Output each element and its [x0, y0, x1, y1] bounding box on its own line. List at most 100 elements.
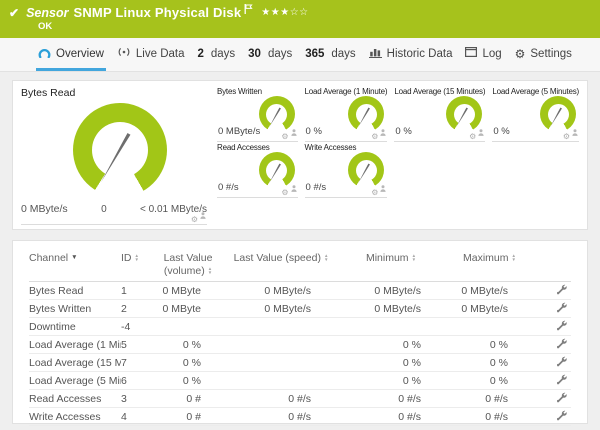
- col-header-minimum[interactable]: Minimum ▲ ▼: [365, 252, 417, 264]
- gauge-value: 0 %: [395, 126, 412, 137]
- channel-settings-wrench-icon[interactable]: [540, 338, 571, 352]
- read-accesses-gauge: [258, 152, 295, 188]
- table-header-row: Channel ▼ ID ▲ ▼ Last Value (volume) ▲ ▼ Last…: [29, 249, 571, 282]
- user-icon[interactable]: [380, 179, 387, 197]
- bytes-read-gauge: [73, 103, 167, 197]
- table-row: Load Average (1 Min... 5 0 % 0 % 0 %: [29, 336, 571, 354]
- gauge-tile-bytes-written: Bytes Written 0 MByte/s ⚙: [217, 87, 298, 142]
- sensor-header: ✔ Sensor SNMP Linux Physical Disk ★★★☆☆ …: [0, 0, 600, 38]
- user-icon[interactable]: [290, 123, 297, 141]
- user-icon[interactable]: [478, 123, 484, 141]
- tab-settings[interactable]: ⚙ Settings: [514, 46, 572, 61]
- tab-bar: Overview Live Data 2 days 30 days 365 da…: [0, 38, 600, 72]
- channel-settings-wrench-icon[interactable]: [540, 320, 571, 334]
- user-icon[interactable]: [290, 179, 297, 197]
- sort-icon: ▲ ▼: [134, 253, 139, 263]
- table-row: Load Average (15 Mi... 7 0 % 0 % 0 %: [29, 354, 571, 372]
- status-badge: OK: [38, 21, 53, 32]
- status-ok-check-icon: ✔: [9, 5, 20, 20]
- gauge-quick-actions[interactable]: ⚙: [371, 179, 387, 197]
- gauge-value: 0 #/s: [218, 182, 239, 193]
- gauge-quick-actions[interactable]: ⚙: [563, 123, 578, 141]
- gauge-tile-read-accesses: Read Accesses 0 #/s ⚙: [217, 143, 298, 198]
- gear-icon[interactable]: ⚙: [190, 215, 198, 224]
- page-title: SNMP Linux Physical Disk: [73, 5, 242, 20]
- tab-live-data[interactable]: Live Data: [115, 38, 187, 71]
- gear-icon: ⚙: [514, 46, 526, 61]
- gauge-tile-bytes-read: Bytes Read 0 MByte/s 0 < 0.01 MByte/s ⚙: [21, 87, 207, 225]
- channel-name: Load Average (1 Min...: [29, 338, 121, 351]
- channel-name: Bytes Read: [29, 284, 84, 297]
- gear-icon[interactable]: ⚙: [371, 188, 379, 197]
- channel-name: Load Average (5 Min...: [29, 374, 121, 387]
- bytes-written-gauge: [258, 96, 295, 132]
- bar-chart-icon: [368, 47, 382, 61]
- channel-settings-wrench-icon[interactable]: [540, 284, 571, 298]
- gear-icon[interactable]: ⚙: [371, 132, 379, 141]
- tab-30-days[interactable]: 30 days: [248, 47, 293, 60]
- channel-table: Channel ▼ ID ▲ ▼ Last Value (volume) ▲ ▼ Last…: [12, 240, 588, 426]
- channel-settings-wrench-icon[interactable]: [540, 302, 571, 316]
- user-icon[interactable]: [380, 123, 387, 141]
- tab-historic-data[interactable]: Historic Data: [367, 38, 455, 71]
- log-window-icon: [465, 47, 478, 60]
- load-15min-gauge: [446, 96, 483, 132]
- signal-icon: [117, 47, 131, 60]
- col-header-id[interactable]: ID ▲ ▼: [121, 252, 139, 264]
- channel-name: Read Accesses: [29, 392, 102, 405]
- gauge-tile-load-1min: Load Average (1 Minute) 0 % ⚙: [304, 87, 388, 142]
- sort-icon: ▲ ▼: [207, 265, 213, 275]
- sort-desc-icon: ▼: [71, 254, 78, 262]
- sort-icon: ▲ ▼: [411, 253, 417, 263]
- table-row: Bytes Read 1 0 MByte 0 MByte/s 0 MByte/s…: [29, 282, 571, 300]
- gauge-icon: [38, 47, 51, 61]
- user-icon[interactable]: [200, 206, 206, 224]
- table-row: Write Accesses 4 0 # 0 #/s 0 #/s 0 #/s: [29, 408, 571, 426]
- load-5min-gauge: [540, 96, 576, 132]
- user-icon[interactable]: [572, 123, 578, 141]
- gauge-value: 0 MByte/s: [218, 126, 261, 137]
- sensor-type-label: Sensor: [26, 5, 69, 20]
- load-1min-gauge: [348, 96, 385, 132]
- channel-name: Load Average (15 Mi...: [29, 356, 121, 369]
- gauge-quick-actions[interactable]: ⚙: [371, 123, 387, 141]
- gear-icon[interactable]: ⚙: [281, 132, 289, 141]
- sort-icon: ▲ ▼: [511, 253, 516, 263]
- channel-settings-wrench-icon[interactable]: [540, 392, 571, 406]
- gauge-value: 0 #/s: [305, 182, 327, 193]
- priority-flag-icon: [244, 1, 253, 19]
- small-gauges-grid: Bytes Written 0 MByte/s ⚙ Load Average (…: [217, 87, 579, 223]
- gear-icon[interactable]: ⚙: [562, 132, 570, 141]
- tab-365-days[interactable]: 365 days: [305, 47, 356, 60]
- gauge-quick-actions[interactable]: ⚙: [281, 179, 297, 197]
- gauge-tile-write-accesses: Write Accesses 0 #/s ⚙: [304, 143, 388, 198]
- channel-name: Downtime: [29, 320, 76, 333]
- gauge-quick-actions[interactable]: ⚙: [191, 206, 206, 224]
- gauge-tile-load-15min: Load Average (15 Minutes) 0 % ⚙: [394, 87, 486, 142]
- sort-icon: ▲ ▼: [323, 253, 329, 263]
- channel-name: Bytes Written: [29, 302, 92, 315]
- channel-settings-wrench-icon[interactable]: [540, 356, 571, 370]
- col-header-maximum[interactable]: Maximum ▲ ▼: [463, 252, 516, 264]
- table-row: Read Accesses 3 0 # 0 #/s 0 #/s 0 #/s: [29, 390, 571, 408]
- col-header-channel[interactable]: Channel ▼: [29, 252, 78, 264]
- gauge-title: Bytes Read: [21, 87, 76, 99]
- col-header-last-volume[interactable]: Last Value (volume) ▲ ▼: [163, 252, 213, 277]
- channel-settings-wrench-icon[interactable]: [540, 410, 571, 424]
- gear-icon[interactable]: ⚙: [281, 188, 289, 197]
- tab-2-days[interactable]: 2 days: [197, 47, 236, 60]
- gauge-quick-actions[interactable]: ⚙: [281, 123, 297, 141]
- gauge-value: 0 %: [493, 126, 510, 137]
- tab-log[interactable]: Log: [463, 38, 503, 71]
- table-row: Bytes Written 2 0 MByte 0 MByte/s 0 MByt…: [29, 300, 571, 318]
- channel-settings-wrench-icon[interactable]: [540, 374, 571, 388]
- gear-icon[interactable]: ⚙: [469, 132, 477, 141]
- gauge-quick-actions[interactable]: ⚙: [469, 123, 484, 141]
- gauge-tile-load-5min: Load Average (5 Minutes) 0 % ⚙: [492, 87, 579, 142]
- col-header-last-speed[interactable]: Last Value (speed) ▲ ▼: [233, 252, 329, 264]
- write-accesses-gauge: [348, 152, 385, 188]
- tab-overview[interactable]: Overview: [36, 38, 106, 71]
- channel-name: Write Accesses: [29, 410, 101, 423]
- priority-stars[interactable]: ★★★☆☆: [261, 6, 309, 18]
